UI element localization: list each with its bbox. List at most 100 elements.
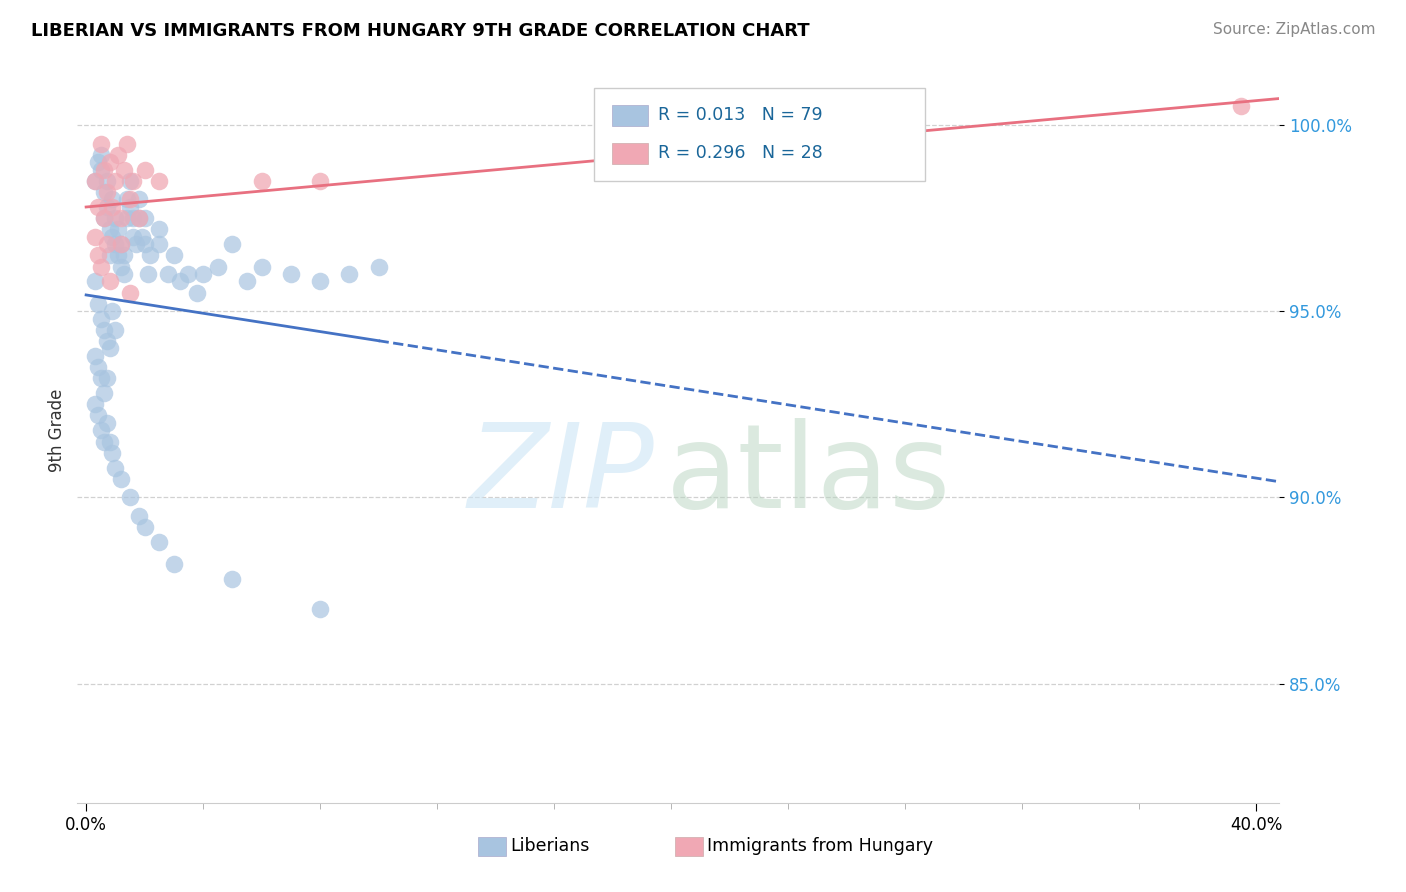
Point xyxy=(93,386,115,401)
Point xyxy=(104,323,127,337)
FancyBboxPatch shape xyxy=(595,87,925,181)
Point xyxy=(280,267,302,281)
Point xyxy=(93,434,115,449)
Point xyxy=(134,211,156,226)
Point xyxy=(83,275,105,289)
Point xyxy=(98,248,121,262)
Point xyxy=(98,434,121,449)
Point xyxy=(236,275,259,289)
Point xyxy=(98,275,121,289)
Point xyxy=(101,446,124,460)
Point xyxy=(87,360,110,375)
Point xyxy=(98,342,121,356)
Point xyxy=(134,520,156,534)
Point xyxy=(177,267,200,281)
Point xyxy=(83,349,105,363)
Bar xyxy=(612,105,648,126)
Point xyxy=(128,211,150,226)
Point xyxy=(112,162,135,177)
Text: R = 0.013   N = 79: R = 0.013 N = 79 xyxy=(658,106,823,125)
Point xyxy=(98,222,121,236)
Point xyxy=(191,267,214,281)
Point xyxy=(148,222,170,236)
Point xyxy=(309,174,332,188)
Point xyxy=(169,275,191,289)
Point xyxy=(118,193,141,207)
Point xyxy=(107,248,129,262)
Point xyxy=(118,491,141,505)
Point xyxy=(83,174,105,188)
Bar xyxy=(612,143,648,163)
Point xyxy=(134,162,156,177)
Point xyxy=(96,334,118,348)
Point xyxy=(98,155,121,169)
Point xyxy=(96,185,118,199)
Point xyxy=(83,229,105,244)
Point xyxy=(104,211,127,226)
Point xyxy=(118,174,141,188)
Point xyxy=(163,248,186,262)
Point xyxy=(148,237,170,252)
Point xyxy=(93,323,115,337)
Point xyxy=(128,211,150,226)
Point xyxy=(87,155,110,169)
Point xyxy=(221,573,243,587)
Point xyxy=(107,148,129,162)
Text: R = 0.296   N = 28: R = 0.296 N = 28 xyxy=(658,145,823,162)
Point xyxy=(122,229,145,244)
Point xyxy=(93,185,115,199)
Point xyxy=(90,136,112,151)
Point xyxy=(87,248,110,262)
Point xyxy=(96,416,118,430)
Point xyxy=(156,267,179,281)
Point xyxy=(90,311,112,326)
Point xyxy=(101,229,124,244)
Point xyxy=(90,423,112,437)
Point xyxy=(309,275,332,289)
Point xyxy=(309,602,332,616)
Point xyxy=(93,211,115,226)
Point xyxy=(107,222,129,236)
Point xyxy=(110,472,132,486)
Point xyxy=(101,193,124,207)
Point xyxy=(337,267,360,281)
Point xyxy=(90,260,112,274)
Point xyxy=(250,174,273,188)
Point xyxy=(96,174,118,188)
Point xyxy=(148,535,170,549)
Point xyxy=(163,558,186,572)
Point xyxy=(1230,99,1253,113)
Point xyxy=(221,237,243,252)
Point xyxy=(207,260,229,274)
Y-axis label: 9th Grade: 9th Grade xyxy=(48,389,66,472)
Point xyxy=(110,260,132,274)
Point xyxy=(90,371,112,385)
Point xyxy=(87,297,110,311)
Point xyxy=(139,248,162,262)
Point xyxy=(87,409,110,423)
Point xyxy=(128,509,150,524)
Point xyxy=(110,237,132,252)
Point xyxy=(115,193,138,207)
Point xyxy=(101,304,124,318)
Point xyxy=(90,148,112,162)
Point xyxy=(112,267,135,281)
Point xyxy=(367,260,389,274)
Point xyxy=(148,174,170,188)
Point xyxy=(134,237,156,252)
Point xyxy=(122,174,145,188)
Point xyxy=(87,200,110,214)
Point xyxy=(122,211,145,226)
Point xyxy=(96,200,118,214)
Point xyxy=(112,248,135,262)
Point xyxy=(104,460,127,475)
Point xyxy=(101,200,124,214)
Point xyxy=(131,229,153,244)
Point xyxy=(110,237,132,252)
Point xyxy=(96,371,118,385)
Point xyxy=(115,211,138,226)
Point xyxy=(136,267,159,281)
Text: atlas: atlas xyxy=(666,417,952,533)
Text: Source: ZipAtlas.com: Source: ZipAtlas.com xyxy=(1212,22,1375,37)
Point xyxy=(115,136,138,151)
